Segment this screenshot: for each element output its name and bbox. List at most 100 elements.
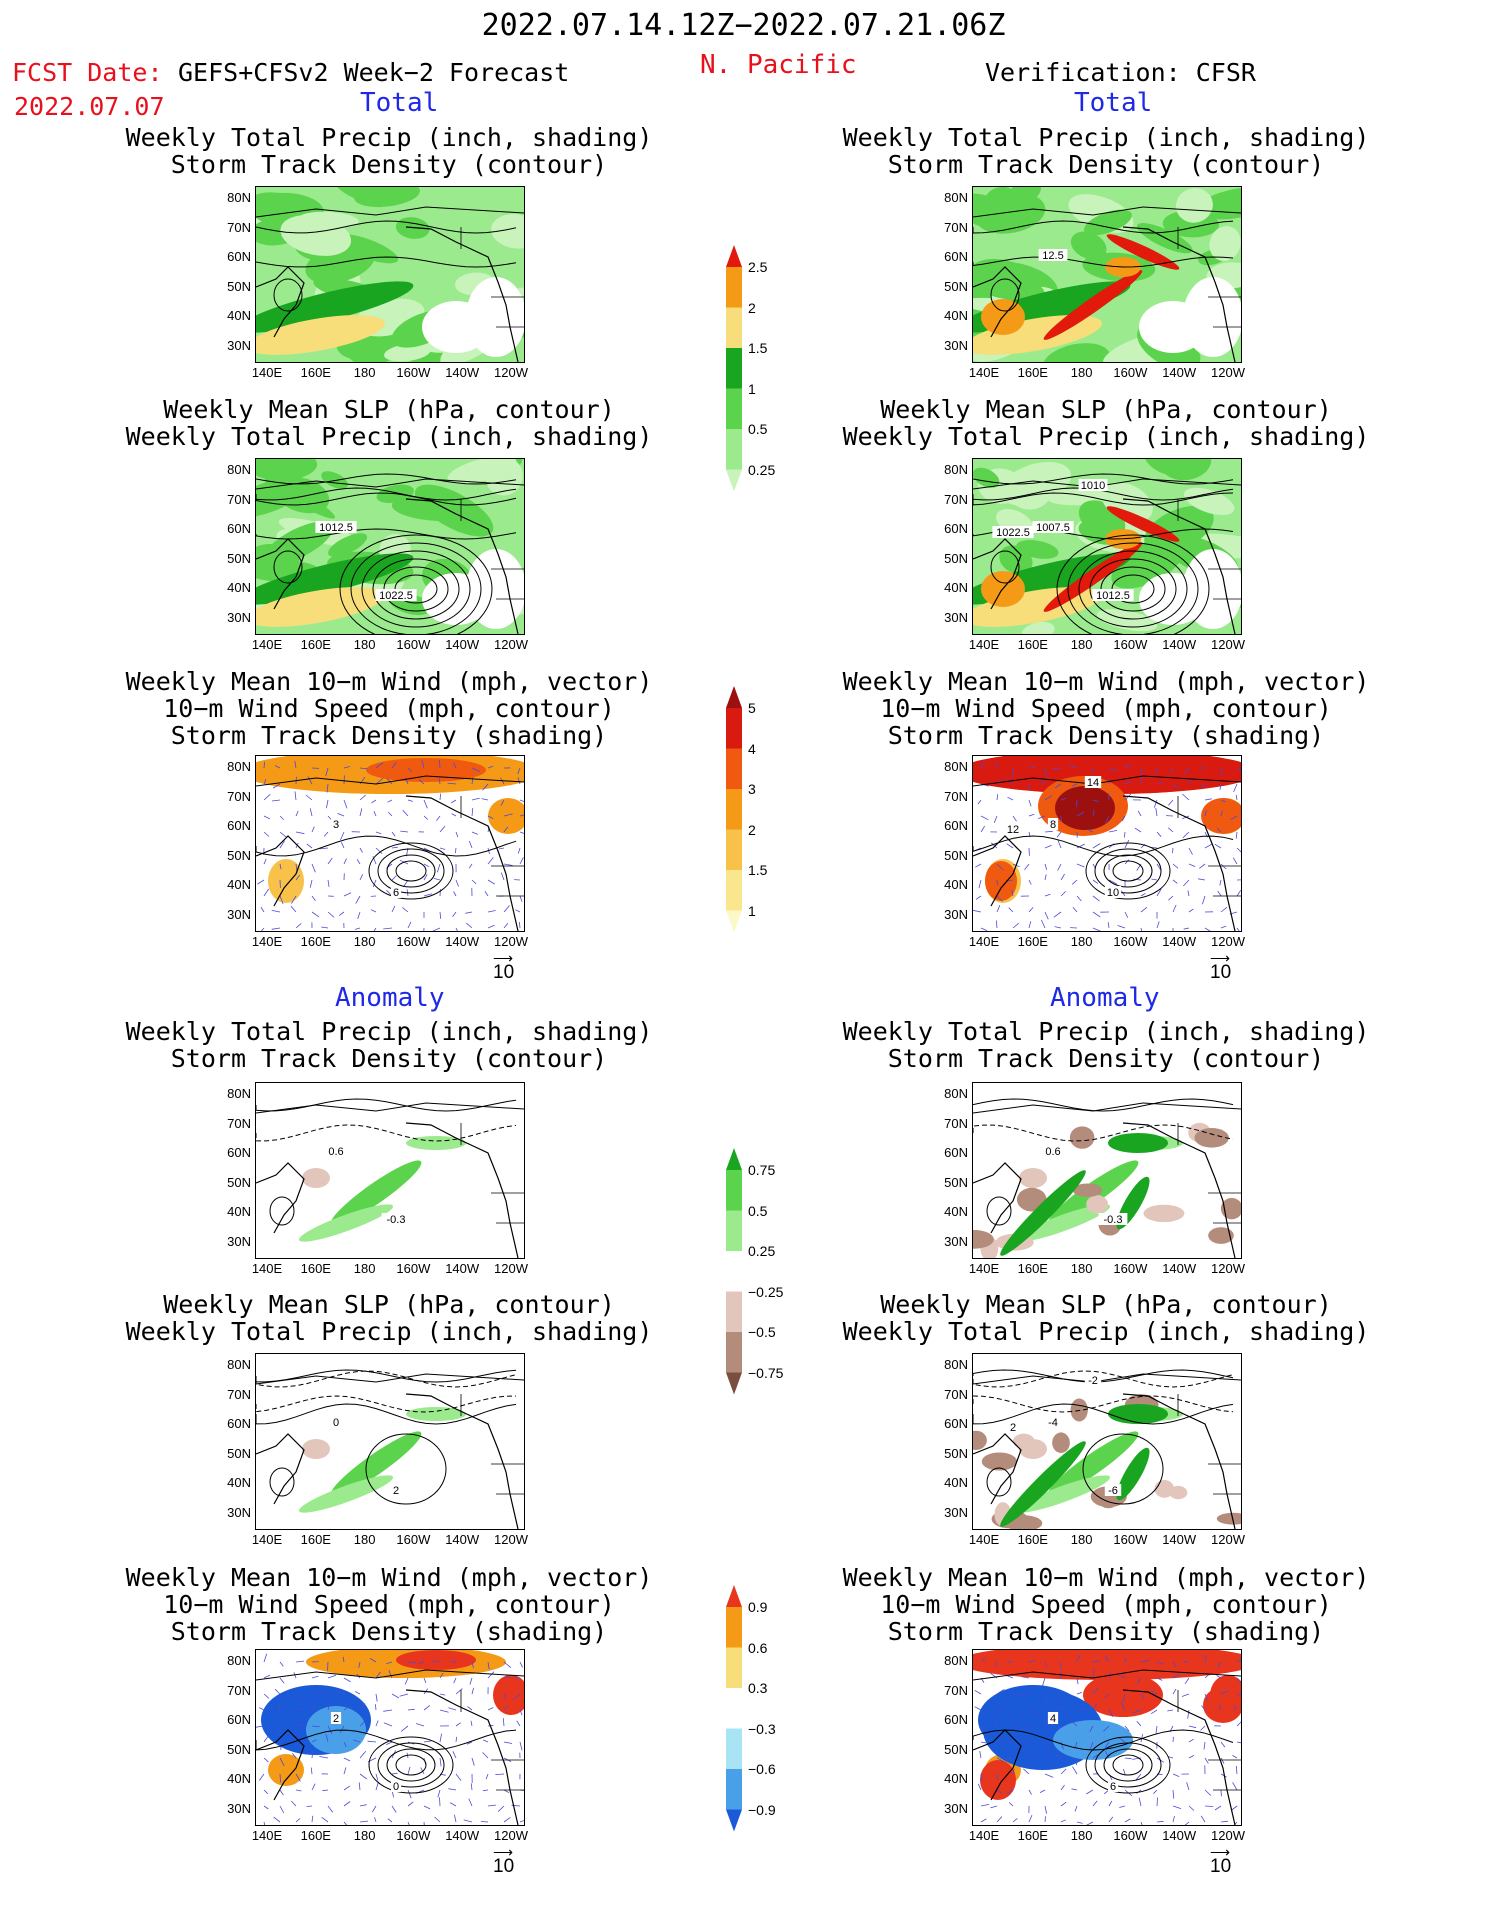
svg-text:1022.5: 1022.5 [996, 527, 1030, 539]
wind-vector [438, 778, 441, 785]
wind-vector [311, 1739, 317, 1743]
wind-vector [1220, 1690, 1229, 1695]
wind-vector [343, 1801, 351, 1807]
wind-vector [1076, 843, 1085, 849]
wind-vector [1009, 1709, 1014, 1716]
wind-vector [1089, 1725, 1094, 1732]
forecast-anomaly-slp-precip-lat-tick: 70N [227, 1386, 251, 1402]
wind-vector [1140, 893, 1146, 897]
shaded-region [1053, 1720, 1133, 1760]
wind-vector [439, 1693, 446, 1696]
shaded-region [280, 214, 352, 256]
wind-vector [295, 923, 302, 929]
wind-vector [1022, 1725, 1030, 1731]
wind-vector [1214, 1805, 1222, 1811]
shaded-region [1052, 1432, 1070, 1453]
wind-vector [271, 799, 281, 802]
wind-vector [391, 875, 397, 881]
wind-vector [1188, 847, 1193, 855]
wind-vector [1150, 1690, 1158, 1695]
forecast-anomaly-slp-precip-lon-tick: 160W [396, 1532, 431, 1547]
verification-label: Verification: CFSR [985, 58, 1256, 87]
verification-anomaly-slp-precip-lat-tick: 30N [944, 1504, 968, 1520]
contour-line [256, 1403, 517, 1425]
wind-vector [463, 1819, 473, 1823]
contour-label: 0.6 [324, 1145, 348, 1158]
wind-vector [1044, 1719, 1048, 1727]
wind-vector [1053, 911, 1062, 918]
verification-anomaly-wind-storm-lon-tick: 160E [1017, 1828, 1048, 1843]
colorbar-storm-anomaly-tick-label: 0.3 [748, 1680, 768, 1696]
wind-vector [439, 825, 446, 833]
wind-vector [500, 872, 505, 881]
wind-vector [386, 778, 393, 785]
contour-line [256, 1370, 517, 1388]
wind-vector [519, 831, 524, 834]
wind-vector [343, 892, 352, 897]
wind-vector [354, 927, 361, 930]
forecast-total-slp-precip-lat-tick: 80N [227, 462, 251, 477]
wind-vector [391, 905, 396, 913]
wind-vector [1092, 843, 1101, 849]
wind-vector [1167, 1709, 1174, 1712]
shaded-region [302, 1168, 330, 1188]
wind-vector [503, 813, 513, 817]
colorbar-extend-bottom [726, 1372, 742, 1395]
shaded-region [973, 467, 1000, 488]
contour-label: -0.3 [381, 1213, 411, 1226]
wind-vector [1124, 763, 1131, 769]
wind-vector [1236, 1721, 1241, 1727]
wind-vector [274, 1688, 281, 1695]
wind-vector [1132, 1709, 1142, 1714]
border-line [460, 1690, 524, 1791]
wind-vector [503, 826, 509, 833]
forecast-total-slp-precip-lon-tick: 140E [251, 637, 283, 652]
colorbar-swatch [726, 1769, 742, 1810]
contour-label: 2 [1007, 1421, 1019, 1434]
wind-vector [338, 911, 345, 916]
contour-label: 1007.5 [1032, 521, 1074, 534]
verification-total-slp-precip-lon-tick: 140W [1162, 637, 1197, 652]
colorbar-storm-anomaly-tick-label: −0.9 [748, 1801, 776, 1818]
wind-vector [359, 874, 363, 881]
forecast-total-wind-storm-lat-tick: 70N [227, 788, 251, 804]
wind-vector [1056, 1725, 1062, 1731]
wind-vector [455, 927, 458, 931]
contour-line [365, 1433, 447, 1505]
wind-vector [373, 811, 377, 817]
wind-vector [1124, 1656, 1127, 1663]
forecast-anomaly-slp-precip-lat-tick: 30N [227, 1504, 251, 1520]
contour-line [990, 278, 1020, 312]
forecast-anomaly-wind-storm-lat-tick: 70N [227, 1682, 251, 1698]
wind-vector [471, 879, 477, 885]
verification-total-precip-storm-track-title-line-2: Storm Track Density (contour) [887, 150, 1325, 179]
colorbar-precip-anomaly-tick-label: −0.75 [748, 1364, 784, 1381]
colorbar-precip-anomaly-tick-label: 0.25 [748, 1243, 776, 1259]
wind-vector [327, 1805, 334, 1813]
wind-vector [471, 797, 480, 801]
verification-total-wind-storm-lon-tick: 180 [1070, 934, 1093, 949]
wind-vector [515, 909, 521, 913]
verification-total-wind-storm-vector-reference: ⟶ 10 [1210, 950, 1232, 983]
forecast-anomaly-slp-precip-lat-tick: 80N [227, 1357, 251, 1372]
wind-vector [320, 1689, 329, 1695]
wind-vector [1105, 1751, 1110, 1759]
wind-vector [263, 858, 267, 865]
wind-vector [1104, 1693, 1110, 1698]
verification-total-slp-precip-lon-tick: 160E [1017, 637, 1048, 652]
svg-text:0.6: 0.6 [1045, 1146, 1060, 1158]
contour-label: -2 [1084, 1374, 1102, 1387]
forecast-total-slp-precip-lat-tick: 60N [227, 521, 251, 536]
wind-vector [1203, 1741, 1206, 1750]
wind-vector [279, 840, 285, 849]
shaded-region [256, 587, 385, 627]
wind-vector [503, 905, 510, 913]
wind-vector [1232, 857, 1238, 865]
wind-vector [1184, 1821, 1190, 1825]
wind-vector [455, 831, 459, 838]
wind-vector [326, 799, 329, 809]
svg-text:10: 10 [1107, 887, 1119, 899]
wind-vector [343, 1757, 351, 1762]
shaded-region [1111, 541, 1184, 589]
shaded-region [1108, 1133, 1168, 1153]
